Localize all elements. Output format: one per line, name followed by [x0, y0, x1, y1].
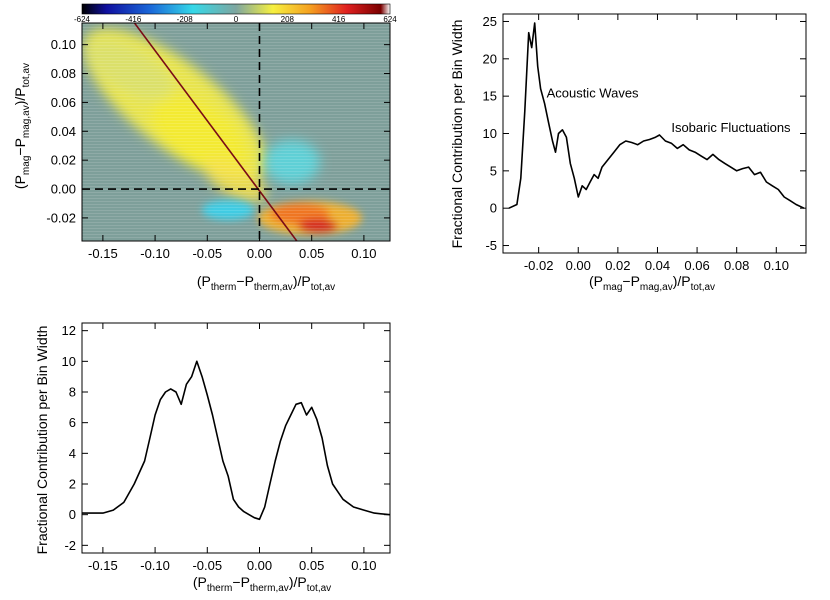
therm-histogram-frame [81, 322, 391, 554]
therm-histogram-xtick-label: -0.10 [140, 558, 170, 573]
therm-histogram-xtick-label: 0.00 [247, 558, 272, 573]
heatmap-x-axis-label: (Ptherm−Ptherm,av)/Ptot,av [197, 273, 335, 293]
colorbar [81, 3, 391, 15]
therm-histogram-xtick-label: 0.05 [299, 558, 324, 573]
mag-histogram-ytick-label: 0 [490, 201, 497, 216]
heatmap-ytick-label: 0.08 [51, 66, 76, 81]
mag-histogram-axis-ticks: -0.02 0.00 0.02 0.04 0.06 0.08 0.10 -5 0 5 10 15 20 2… [483, 14, 806, 273]
therm-histogram-ytick-label: 8 [69, 385, 76, 400]
colorbar-tick-label: -624 [74, 15, 91, 24]
therm-histogram-ytick-label: 4 [69, 446, 76, 461]
mag-histogram-ytick-label: 10 [483, 126, 497, 141]
heatmap-ytick-label: -0.02 [46, 210, 76, 225]
therm-histogram-x-axis-label: (Ptherm−Ptherm,av)/Ptot,av [193, 574, 331, 594]
therm-histogram-axis-ticks: -0.15 -0.10 -0.05 0.00 0.05 0.10 -2 0 2 4 6 8 10 12 [62, 323, 390, 573]
therm-histogram-ytick-label: 2 [69, 477, 76, 492]
mag-histogram-line [508, 22, 805, 209]
heatmap-frame [81, 22, 391, 242]
colorbar-ticks: -624 -416 -208 0 208 416 624 [74, 15, 397, 24]
colorbar-tick-label: -416 [125, 15, 142, 24]
heatmap-panel: -624 -416 -208 0 208 416 624 [12, 3, 397, 293]
mag-histogram-xtick-label: 0.02 [605, 258, 630, 273]
mag-histogram-ytick-label: 5 [490, 163, 497, 178]
heatmap-xtick-label: -0.10 [140, 246, 170, 261]
heatmap-xtick-label: 0.10 [351, 246, 376, 261]
mag-histogram-y-axis-label: Fractional Contribution per Bin Width [449, 20, 465, 249]
therm-histogram-xtick-label: 0.10 [351, 558, 376, 573]
heatmap-xtick-label: -0.05 [192, 246, 222, 261]
annotation-isobaric-fluctuations: Isobaric Fluctuations [671, 120, 791, 135]
heatmap-axis-ticks: -0.15 -0.10 -0.05 0.00 0.05 0.10 -0.02 0.00 0.02… [46, 23, 390, 261]
heatmap-y-axis-label: (Pmag−Pmag,av)/Ptot,av [12, 63, 32, 189]
mag-histogram-frame [502, 13, 807, 254]
heatmap-field [82, 23, 390, 241]
therm-histogram-panel: -0.15 -0.10 -0.05 0.00 0.05 0.10 -2 0 2 4 6 8 10 12 (… [34, 322, 391, 594]
mag-histogram-xtick-label: 0.04 [645, 258, 670, 273]
heatmap-xtick-label: 0.00 [247, 246, 272, 261]
heatmap-ytick-label: 0.06 [51, 95, 76, 110]
mag-histogram-panel: -0.02 0.00 0.02 0.04 0.06 0.08 0.10 -5 0 5 10 15 20 2… [449, 13, 807, 293]
therm-histogram-xtick-label: -0.05 [192, 558, 222, 573]
heatmap-ytick-label: 0.00 [51, 182, 76, 197]
therm-histogram-ytick-label: 10 [62, 354, 76, 369]
colorbar-tick-label: 624 [383, 15, 397, 24]
fit-line [133, 23, 298, 241]
mag-histogram-xtick-label: 0.08 [724, 258, 749, 273]
annotation-acoustic-waves: Acoustic Waves [547, 86, 639, 101]
heatmap-ytick-label: 0.10 [51, 37, 76, 52]
colorbar-tick-label: -208 [177, 15, 194, 24]
therm-histogram-xtick-label: -0.15 [88, 558, 118, 573]
therm-histogram-ytick-label: 0 [69, 507, 76, 522]
therm-histogram-ytick-label: 6 [69, 415, 76, 430]
heatmap-ytick-label: 0.04 [51, 124, 76, 139]
mag-histogram-xtick-label: -0.02 [524, 258, 554, 273]
mag-histogram-ytick-label: 15 [483, 89, 497, 104]
mag-histogram-xtick-label: 0.06 [684, 258, 709, 273]
therm-histogram-ytick-label: -2 [64, 538, 76, 553]
heatmap-xtick-label: 0.05 [299, 246, 324, 261]
mag-histogram-x-axis-label: (Pmag−Pmag,av)/Ptot,av [589, 273, 715, 293]
mag-histogram-xtick-label: 0.10 [764, 258, 789, 273]
mag-histogram-xtick-label: 0.00 [566, 258, 591, 273]
colorbar-tick-label: 0 [234, 15, 239, 24]
heatmap-xtick-label: -0.15 [88, 246, 118, 261]
colorbar-tick-label: 416 [332, 15, 346, 24]
therm-histogram-ytick-label: 12 [62, 323, 76, 338]
scanline-texture [82, 23, 390, 241]
mag-histogram-ytick-label: -5 [485, 238, 497, 253]
therm-histogram-line [82, 360, 391, 521]
therm-histogram-y-axis-label: Fractional Contribution per Bin Width [34, 326, 50, 555]
colorbar-tick-label: 208 [281, 15, 295, 24]
mag-histogram-ytick-label: 25 [483, 14, 497, 29]
heatmap-ytick-label: 0.02 [51, 153, 76, 168]
mag-histogram-ytick-label: 20 [483, 51, 497, 66]
